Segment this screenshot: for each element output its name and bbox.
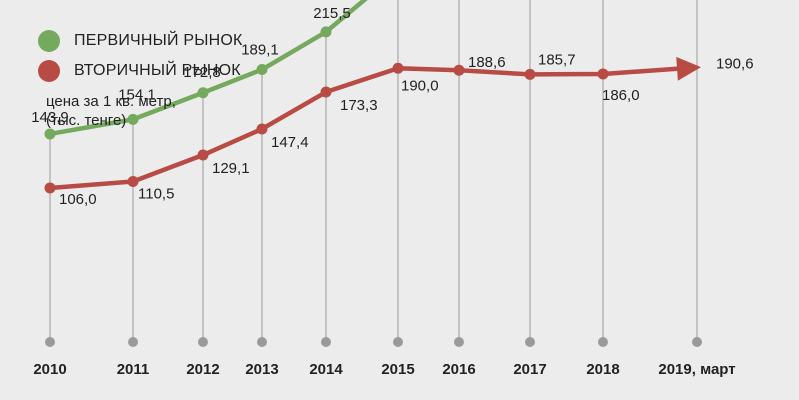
- x-tick-label-5: 2015: [381, 361, 414, 378]
- series-arrow-secondary: [676, 56, 701, 81]
- axis-dot-6: [454, 337, 464, 347]
- legend-item-primary: ПЕРВИЧНЫЙ РЫНОК: [38, 26, 243, 56]
- data-label-secondary-5: 190,0: [401, 77, 439, 94]
- legend-swatch-primary: [38, 30, 60, 52]
- series-line-primary: [47, 0, 368, 137]
- axis-dot-5: [393, 337, 403, 347]
- axis-dot-8: [598, 337, 608, 347]
- data-label-primary-3: 189,1: [241, 42, 279, 59]
- unit-note: цена за 1 кв. метр, (тыс. тенге): [46, 92, 176, 130]
- data-label-primary-2: 172,8: [183, 64, 221, 81]
- axis-dot-1: [128, 337, 138, 347]
- legend-label-secondary: ВТОРИЧНЫЙ РЫНОК: [74, 62, 241, 79]
- data-label-secondary-4: 173,3: [340, 97, 378, 114]
- data-point-secondary-7: [524, 68, 536, 80]
- x-tick-label-3: 2013: [245, 361, 278, 378]
- legend-swatch-secondary: [38, 60, 60, 82]
- x-tick-label-7: 2017: [513, 361, 546, 378]
- axis-dot-2: [198, 337, 208, 347]
- unit-note-line-1: цена за 1 кв. метр,: [46, 93, 176, 110]
- x-tick-label-4: 2014: [309, 361, 343, 378]
- data-point-primary-3: [256, 64, 268, 76]
- data-point-secondary-5: [392, 62, 404, 74]
- data-label-primary-4: 215,5: [313, 5, 351, 22]
- data-label-secondary-1: 110,5: [138, 186, 174, 203]
- data-point-secondary-6: [453, 64, 465, 76]
- data-label-secondary-3: 147,4: [271, 134, 309, 151]
- data-point-primary-2: [197, 87, 209, 99]
- data-point-secondary-0: [44, 182, 56, 194]
- x-tick-label-9: 2019, март: [658, 361, 735, 378]
- x-tick-label-2: 2012: [186, 361, 219, 378]
- data-label-secondary-0: 106,0: [59, 191, 97, 208]
- legend: ПЕРВИЧНЫЙ РЫНОК ВТОРИЧНЫЙ РЫНОК: [38, 26, 243, 86]
- x-tick-label-1: 2011: [117, 361, 150, 378]
- axis-dot-0: [45, 337, 55, 347]
- legend-label-primary: ПЕРВИЧНЫЙ РЫНОК: [74, 32, 243, 49]
- data-point-primary-0: [44, 128, 56, 140]
- data-label-secondary-7: 185,7: [538, 51, 576, 68]
- data-label-secondary-8: 186,0: [602, 87, 640, 104]
- data-label-primary-0: 143,9: [31, 109, 69, 126]
- axis-dot-9: [692, 337, 702, 347]
- unit-note-line-2: (тыс. тенге): [46, 112, 127, 129]
- x-tick-label-6: 2016: [442, 361, 475, 378]
- legend-item-secondary: ВТОРИЧНЫЙ РЫНОК: [38, 56, 243, 86]
- x-tick-label-0: 2010: [33, 361, 66, 378]
- axis-dot-4: [321, 337, 331, 347]
- data-label-secondary-9: 190,6: [716, 55, 754, 72]
- data-point-primary-4: [320, 26, 332, 38]
- data-label-secondary-2: 129,1: [212, 160, 250, 177]
- data-point-primary-1: [127, 113, 139, 125]
- data-label-secondary-6: 188,6: [468, 54, 506, 71]
- data-point-secondary-1: [127, 176, 139, 188]
- x-tick-label-8: 2018: [586, 361, 619, 378]
- data-point-secondary-2: [197, 149, 209, 161]
- series-line-secondary: [47, 66, 680, 191]
- data-point-secondary-3: [256, 123, 268, 135]
- data-point-secondary-4: [320, 86, 332, 98]
- data-label-primary-1: 154,1: [118, 86, 156, 103]
- axis-dot-3: [257, 337, 267, 347]
- axis-dot-7: [525, 337, 535, 347]
- data-point-secondary-8: [597, 68, 609, 80]
